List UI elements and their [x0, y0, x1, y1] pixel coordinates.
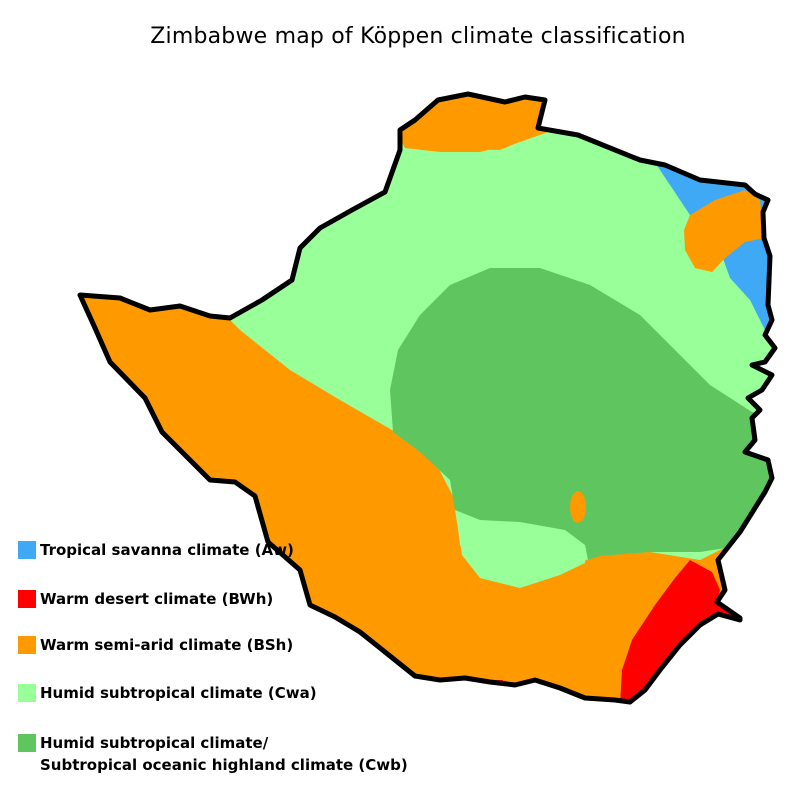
region-bwh-southeast	[620, 560, 740, 702]
region-bsh-east	[684, 190, 765, 272]
region-cwa-south-lobe	[455, 510, 586, 588]
map-title: Zimbabwe map of Köppen climate classific…	[150, 24, 686, 49]
region-bsh-spot	[570, 491, 586, 523]
region-cwb-central	[390, 268, 775, 560]
